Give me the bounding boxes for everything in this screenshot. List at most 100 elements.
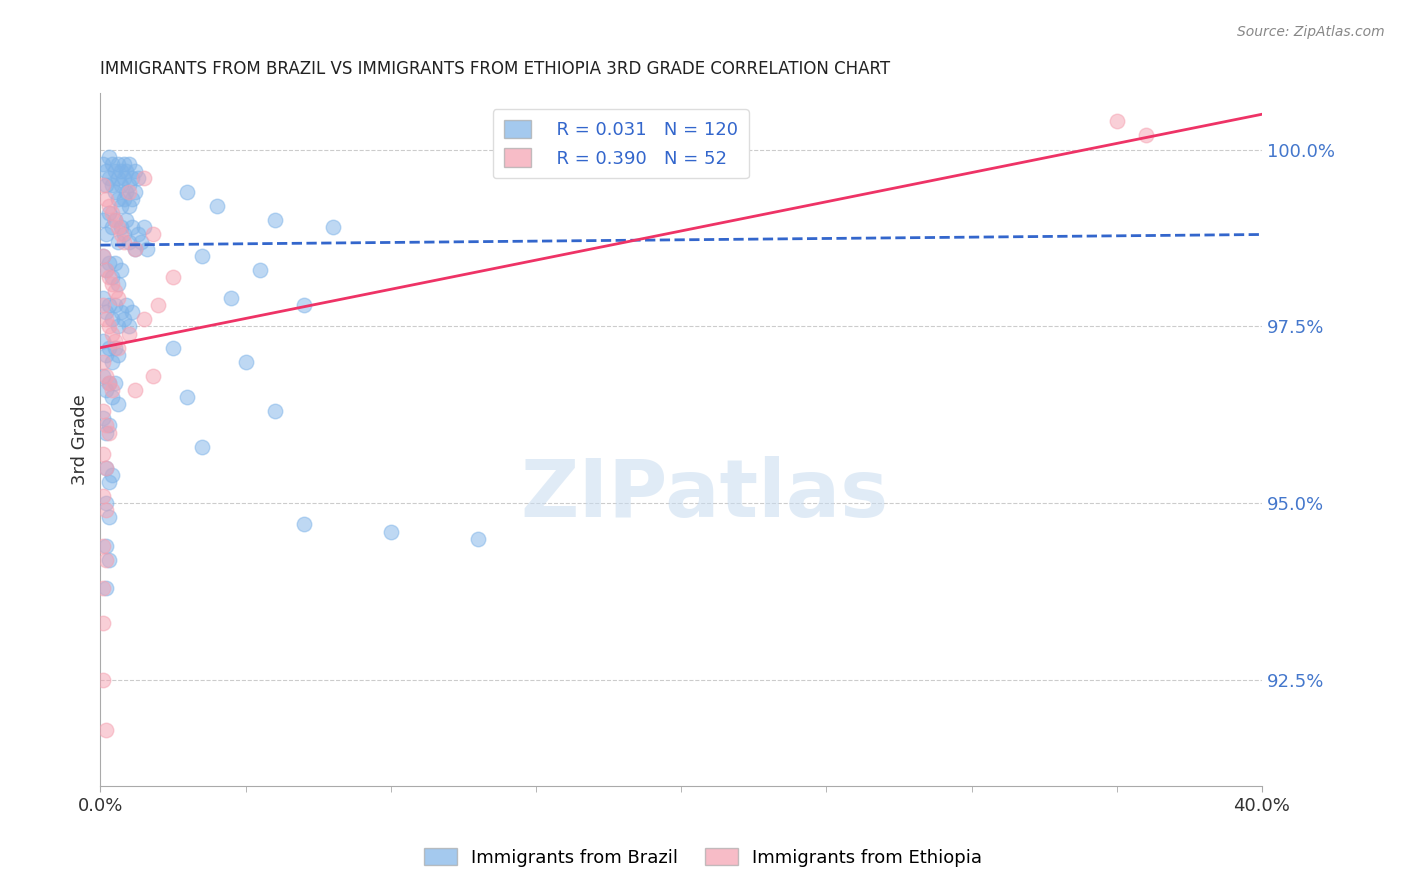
Point — [96, 263, 118, 277]
Point — [104, 185, 127, 199]
Point — [112, 192, 135, 206]
Point — [107, 341, 129, 355]
Point — [112, 227, 135, 242]
Point — [110, 263, 132, 277]
Point — [98, 425, 121, 440]
Point — [101, 326, 124, 341]
Text: IMMIGRANTS FROM BRAZIL VS IMMIGRANTS FROM ETHIOPIA 3RD GRADE CORRELATION CHART: IMMIGRANTS FROM BRAZIL VS IMMIGRANTS FRO… — [100, 60, 890, 78]
Point — [96, 348, 118, 362]
Point — [121, 192, 143, 206]
Point — [118, 326, 141, 341]
Point — [115, 298, 138, 312]
Point — [176, 390, 198, 404]
Point — [124, 185, 146, 199]
Point — [124, 242, 146, 256]
Point — [98, 376, 121, 390]
Point — [104, 298, 127, 312]
Point — [380, 524, 402, 539]
Point — [91, 355, 114, 369]
Point — [110, 220, 132, 235]
Point — [132, 312, 155, 326]
Point — [91, 411, 114, 425]
Point — [91, 404, 114, 418]
Point — [96, 192, 118, 206]
Point — [235, 355, 257, 369]
Point — [112, 170, 135, 185]
Point — [124, 164, 146, 178]
Point — [148, 298, 170, 312]
Point — [101, 220, 124, 235]
Point — [96, 461, 118, 475]
Point — [162, 269, 184, 284]
Point — [91, 673, 114, 687]
Point — [115, 213, 138, 227]
Point — [91, 616, 114, 631]
Point — [118, 157, 141, 171]
Point — [292, 298, 315, 312]
Point — [98, 170, 121, 185]
Point — [98, 376, 121, 390]
Point — [96, 539, 118, 553]
Point — [98, 298, 121, 312]
Point — [96, 178, 118, 192]
Point — [96, 723, 118, 737]
Point — [96, 164, 118, 178]
Point — [98, 418, 121, 433]
Point — [101, 467, 124, 482]
Point — [98, 475, 121, 489]
Y-axis label: 3rd Grade: 3rd Grade — [72, 394, 89, 485]
Point — [104, 256, 127, 270]
Point — [96, 227, 118, 242]
Text: ZIPatlas: ZIPatlas — [520, 456, 889, 534]
Point — [118, 319, 141, 334]
Point — [91, 539, 114, 553]
Point — [91, 489, 114, 503]
Point — [107, 348, 129, 362]
Point — [176, 185, 198, 199]
Point — [96, 503, 118, 517]
Point — [98, 150, 121, 164]
Point — [96, 305, 118, 319]
Point — [124, 383, 146, 397]
Point — [96, 553, 118, 567]
Point — [129, 235, 152, 249]
Point — [191, 440, 214, 454]
Point — [110, 227, 132, 242]
Point — [96, 312, 118, 326]
Point — [112, 312, 135, 326]
Point — [121, 220, 143, 235]
Point — [96, 418, 118, 433]
Point — [91, 298, 114, 312]
Point — [98, 256, 121, 270]
Point — [112, 157, 135, 171]
Point — [127, 227, 149, 242]
Point — [1135, 128, 1157, 143]
Point — [121, 305, 143, 319]
Point — [98, 553, 121, 567]
Point — [91, 213, 114, 227]
Point — [91, 157, 114, 171]
Point — [104, 341, 127, 355]
Point — [96, 425, 118, 440]
Point — [104, 213, 127, 227]
Point — [96, 383, 118, 397]
Point — [115, 185, 138, 199]
Point — [104, 376, 127, 390]
Point — [91, 291, 114, 305]
Point — [91, 447, 114, 461]
Point — [249, 263, 271, 277]
Point — [132, 170, 155, 185]
Point — [101, 178, 124, 192]
Point — [98, 206, 121, 220]
Point — [91, 334, 114, 348]
Point — [162, 341, 184, 355]
Point — [98, 319, 121, 334]
Point — [121, 170, 143, 185]
Point — [104, 213, 127, 227]
Point — [132, 220, 155, 235]
Point — [118, 199, 141, 213]
Point — [98, 341, 121, 355]
Point — [219, 291, 242, 305]
Point — [104, 334, 127, 348]
Point — [96, 368, 118, 383]
